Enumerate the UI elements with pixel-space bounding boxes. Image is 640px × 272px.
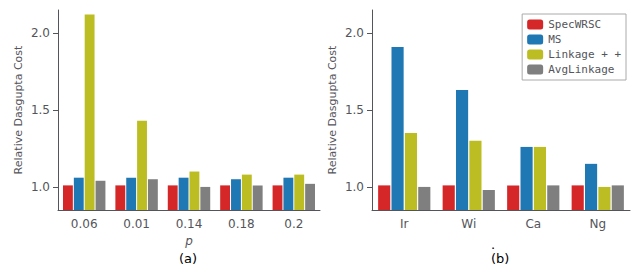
svg-text:1.0: 1.0 — [345, 180, 364, 194]
svg-text:Ca: Ca — [525, 217, 541, 231]
svg-text:Relative Dasgupta Cost: Relative Dasgupta Cost — [326, 45, 339, 174]
svg-text:1.5: 1.5 — [345, 103, 364, 117]
svg-text:2.0: 2.0 — [31, 26, 50, 40]
svg-text:1.0: 1.0 — [31, 180, 50, 194]
svg-text:Relative Dasgupta Cost: Relative Dasgupta Cost — [12, 45, 25, 174]
svg-text:.: . — [491, 237, 495, 252]
svg-text:0.18: 0.18 — [228, 217, 255, 231]
svg-text:(b): (b) — [491, 251, 509, 266]
svg-text:0.06: 0.06 — [71, 217, 98, 231]
svg-text:p: p — [184, 234, 193, 248]
svg-text:Ir: Ir — [400, 217, 409, 231]
svg-text:(a): (a) — [179, 251, 197, 266]
svg-text:MS: MS — [548, 33, 561, 46]
svg-text:Ng: Ng — [589, 217, 606, 231]
svg-text:0.2: 0.2 — [284, 217, 303, 231]
svg-text:AvgLinkage: AvgLinkage — [548, 63, 614, 76]
svg-text:0.14: 0.14 — [176, 217, 203, 231]
svg-text:Linkage + +: Linkage + + — [548, 48, 621, 61]
svg-text:1.5: 1.5 — [31, 103, 50, 117]
svg-text:2.0: 2.0 — [345, 26, 364, 40]
svg-text:Wi: Wi — [461, 217, 476, 231]
svg-text:0.01: 0.01 — [123, 217, 150, 231]
svg-text:SpecWRSC: SpecWRSC — [548, 18, 601, 31]
